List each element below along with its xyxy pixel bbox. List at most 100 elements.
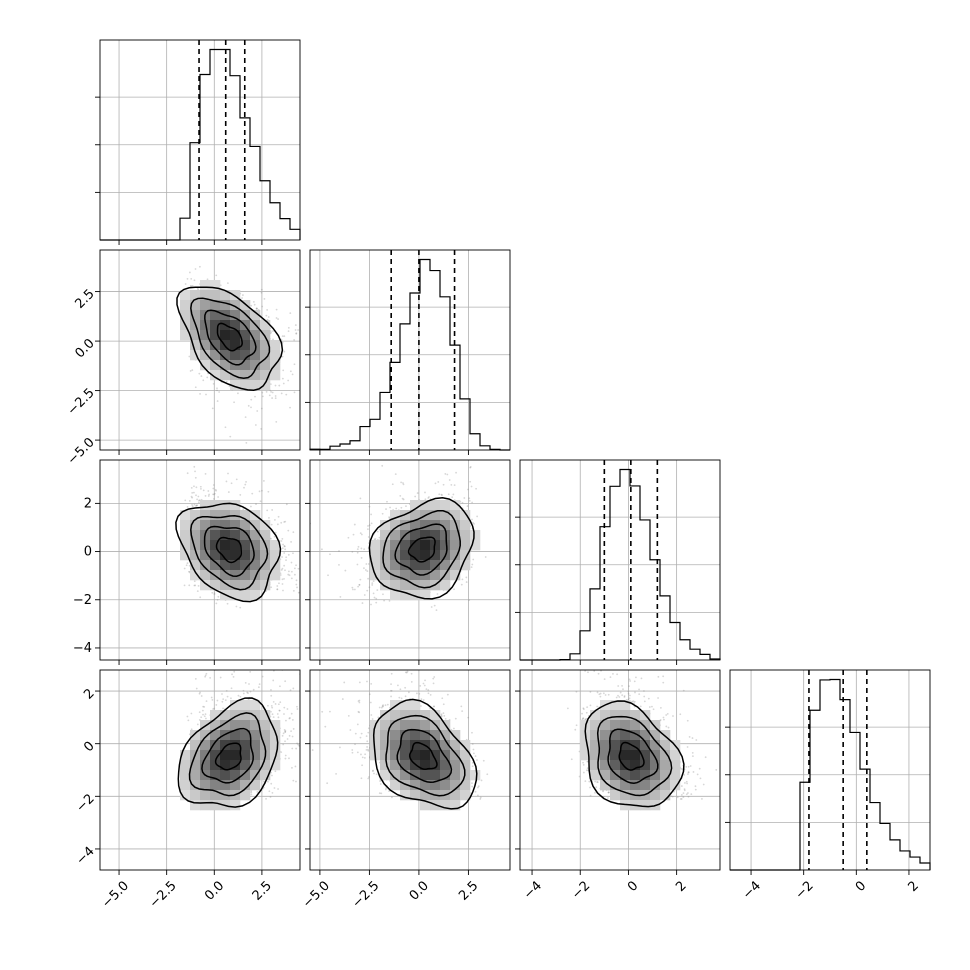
- contour-line: [368, 497, 475, 600]
- sample-point: [270, 694, 273, 697]
- density-cell: [270, 370, 281, 381]
- x-tick-label: 2: [906, 878, 922, 894]
- density-cell: [220, 560, 231, 571]
- sample-point: [465, 576, 468, 579]
- sample-point: [248, 683, 250, 685]
- density-cell: [450, 560, 461, 571]
- sample-point: [275, 308, 278, 311]
- sample-point: [465, 581, 468, 583]
- sample-point: [272, 330, 274, 333]
- sample-point: [276, 585, 279, 587]
- density-cell: [260, 550, 271, 561]
- density-cell: [260, 370, 271, 381]
- sample-point: [214, 488, 217, 491]
- sample-point: [281, 355, 284, 358]
- y-tick-label: −5.0: [65, 435, 98, 468]
- sample-point: [305, 506, 307, 508]
- sample-point: [367, 525, 369, 527]
- density-cell: [200, 560, 211, 571]
- sample-point: [468, 499, 471, 502]
- sample-point: [268, 394, 271, 397]
- density-cell: [260, 530, 271, 541]
- sample-point: [244, 483, 247, 486]
- sample-point: [242, 692, 245, 695]
- sample-point: [416, 492, 419, 494]
- density-cell: [410, 500, 421, 511]
- sample-point: [284, 520, 287, 523]
- sample-point: [476, 515, 479, 518]
- sample-point: [191, 505, 194, 508]
- sample-point: [183, 567, 186, 570]
- sample-point: [469, 466, 472, 469]
- sample-point: [262, 480, 265, 482]
- sample-point: [213, 493, 216, 496]
- sample-point: [274, 519, 276, 521]
- sample-point: [287, 570, 290, 573]
- sample-point: [245, 441, 248, 444]
- sample-point: [293, 363, 296, 366]
- sample-point: [213, 497, 215, 500]
- sample-point: [231, 673, 233, 676]
- density-cell: [220, 520, 231, 531]
- density-cell: [240, 550, 251, 561]
- sample-point: [260, 291, 263, 294]
- density-panel-2-1: −5.0−2.50.02.5: [65, 249, 301, 468]
- sample-point: [321, 548, 323, 551]
- sample-point: [359, 497, 362, 500]
- sample-point: [283, 545, 286, 548]
- sample-point: [370, 513, 373, 516]
- density-cell: [190, 310, 201, 321]
- sample-point: [293, 339, 296, 341]
- sample-point: [251, 492, 254, 495]
- density-cell: [240, 560, 251, 571]
- sample-point: [215, 602, 218, 605]
- sample-point: [243, 486, 245, 489]
- sample-point: [244, 681, 247, 684]
- sample-point: [275, 421, 278, 423]
- sample-point: [372, 580, 375, 583]
- sample-point: [252, 300, 255, 303]
- sample-point: [289, 312, 292, 314]
- sample-point: [211, 591, 214, 594]
- density-cell: [210, 290, 221, 301]
- density-cell: [370, 540, 381, 551]
- sample-point: [247, 404, 250, 407]
- sample-point: [276, 713, 279, 715]
- sample-point: [442, 483, 445, 486]
- sample-point: [196, 287, 199, 290]
- density-cell: [450, 540, 461, 551]
- contour-line: [215, 536, 243, 564]
- sample-point: [351, 550, 354, 553]
- sample-point: [199, 596, 202, 599]
- density-cell: [380, 520, 391, 531]
- sample-point: [185, 564, 188, 567]
- sample-point: [375, 601, 378, 604]
- sample-point: [228, 385, 231, 388]
- sample-point: [254, 395, 256, 398]
- density-cell: [240, 330, 251, 341]
- sample-point: [269, 383, 272, 386]
- sample-point: [308, 713, 310, 715]
- sample-point: [367, 563, 370, 565]
- sample-point: [204, 713, 207, 716]
- histogram-step-line: [520, 468, 721, 661]
- sample-point: [368, 586, 371, 589]
- density-cell: [440, 510, 451, 521]
- sample-point: [197, 501, 200, 504]
- sample-point: [252, 688, 255, 691]
- density-cell: [450, 550, 461, 561]
- density-panel-4-1: −5.0 −2.5 0.0 2.5−4−202: [73, 669, 310, 911]
- sample-point: [281, 547, 284, 550]
- sample-point: [364, 569, 367, 571]
- sample-point: [285, 503, 288, 506]
- sample-point: [305, 558, 307, 560]
- density-cell: [230, 290, 241, 301]
- density-cell: [230, 380, 241, 391]
- sample-point: [196, 504, 198, 507]
- density-cell: [460, 510, 471, 521]
- density-cell: [230, 570, 241, 581]
- density-cell: [380, 580, 391, 591]
- sample-point: [394, 473, 397, 476]
- density-cell: [220, 360, 231, 371]
- density-cell: [400, 520, 411, 531]
